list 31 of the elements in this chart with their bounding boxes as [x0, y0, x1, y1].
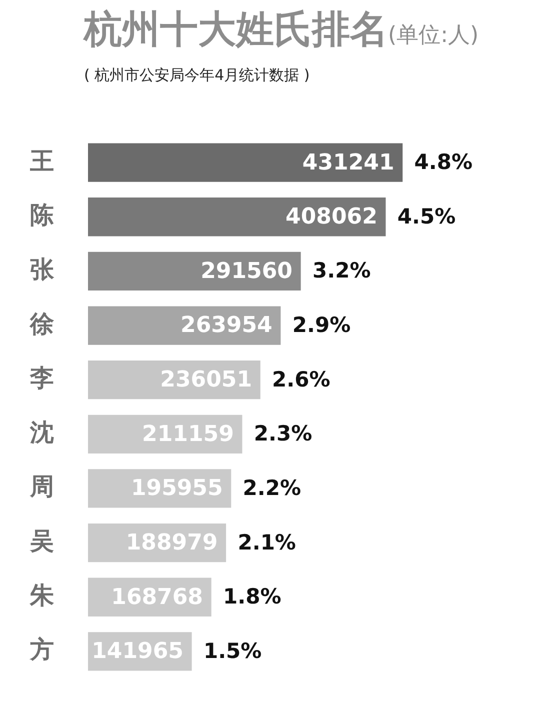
annotation: 2.3%: [254, 422, 312, 446]
chart-title: 杭州十大姓氏排名: [84, 7, 388, 51]
annotation: 2.9%: [292, 312, 351, 337]
data-label: 431241: [302, 150, 394, 176]
annotation: 2.6%: [272, 367, 330, 392]
annotation: 2.1%: [238, 530, 296, 554]
data-label: 291560: [200, 258, 292, 284]
annotation: 2.2%: [242, 476, 302, 500]
chart-subtitle: (单位:人): [388, 23, 479, 48]
y-tick-label: 周: [29, 472, 54, 501]
y-tick-label: 沈: [29, 418, 54, 446]
bar: [88, 143, 403, 182]
bar: [88, 198, 386, 236]
annotation: 4.8%: [414, 150, 473, 174]
y-tick-label: 吴: [29, 527, 54, 556]
y-tick-label: 徐: [29, 310, 55, 338]
data-label: 408062: [286, 204, 378, 230]
y-tick-label: 张: [30, 255, 55, 284]
annotation: 3.2%: [312, 258, 371, 283]
bar: [88, 252, 301, 291]
annotation: 1.8%: [222, 584, 282, 609]
annotation: 1.5%: [203, 638, 262, 663]
y-tick-label: 陈: [30, 201, 54, 230]
y-tick-label: 王: [29, 146, 54, 175]
annotation: 4.5%: [397, 204, 456, 228]
text: ( 杭州市公安局今年4月统计数据 ): [84, 66, 310, 85]
data-label: 236051: [160, 368, 252, 393]
y-tick-label: 方: [29, 636, 54, 664]
data-label: 263954: [180, 313, 272, 338]
y-tick-label: 朱: [29, 581, 55, 610]
y-tick-label: 李: [29, 364, 54, 392]
